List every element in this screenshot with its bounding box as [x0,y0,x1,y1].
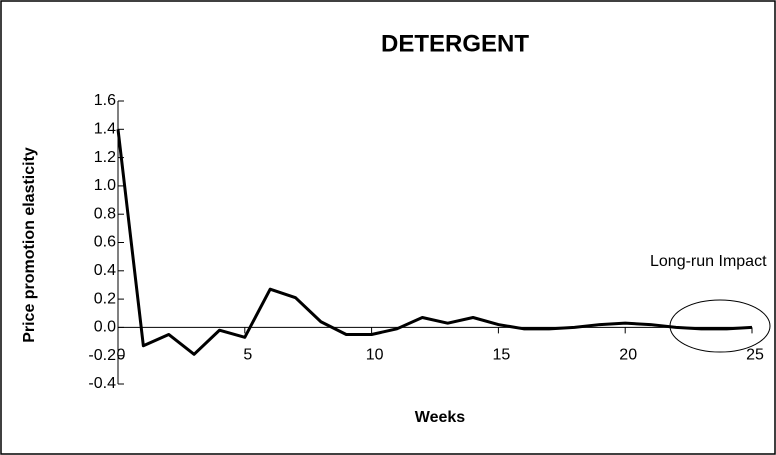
y-tick-label: 0.6 [94,234,116,251]
chart-title: DETERGENT [381,30,529,57]
x-tick-label: 25 [746,347,764,364]
x-tick-label: 0 [117,347,126,364]
y-tick-label: 0.8 [94,205,116,222]
y-tick-label: 0.2 [94,290,116,307]
x-tick-label: 5 [243,347,252,364]
x-tick-label: 20 [619,347,637,364]
annotation: Long-run Impact [650,253,767,270]
y-tick-label: -0.2 [88,347,116,364]
y-tick-label: 1.4 [94,121,116,138]
y-tick-label: 0.0 [94,319,116,336]
line [116,129,753,356]
y-tick-label: 1.0 [94,177,116,194]
x-axis-label: Weeks [415,409,466,426]
x-tick-label: 15 [493,347,511,364]
y-tick-label: 0.4 [94,262,116,279]
y-tick-label: 1.6 [94,92,116,109]
x-tick-label: 10 [366,347,384,364]
y-tick-label: -0.4 [88,375,116,392]
y-axis-label: Price promotion elasticity [21,147,38,343]
y-tick-label: 1.2 [94,149,116,166]
